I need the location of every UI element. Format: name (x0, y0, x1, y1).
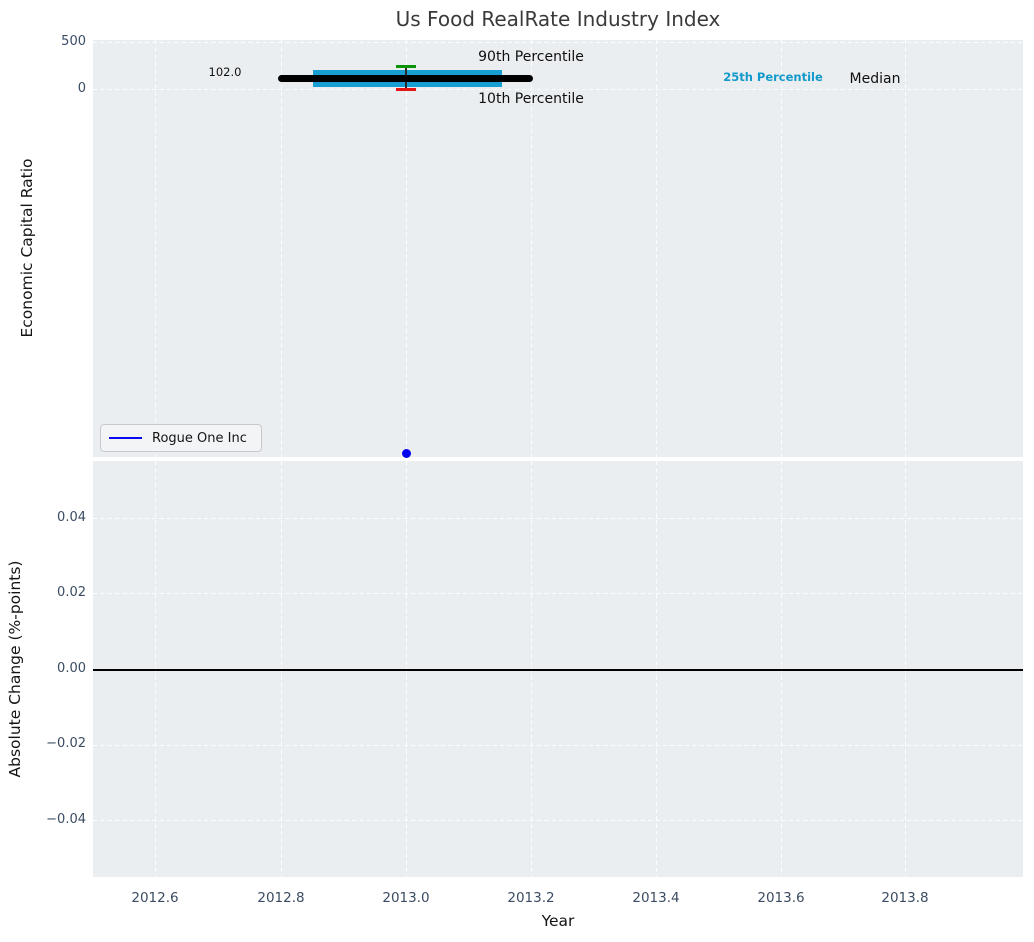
data-point-rogue-one (401, 448, 411, 458)
bottom-plot-area (93, 461, 1023, 877)
median-line (278, 75, 533, 82)
x-tick: 2012.6 (131, 890, 179, 906)
x-tick: 2013.2 (507, 890, 555, 906)
legend-box: Rogue One Inc (100, 424, 262, 452)
gridline (155, 40, 157, 457)
x-tick: 2013.6 (757, 890, 805, 906)
gridline (781, 40, 783, 457)
gridline (905, 40, 907, 457)
gridline (93, 820, 1023, 822)
bottom-y-tick: 0.04 (57, 510, 86, 525)
legend-line-marker (109, 436, 142, 440)
x-tick: 2013.4 (632, 890, 680, 906)
bottom-y-tick: 0.00 (57, 661, 86, 676)
p10-annotation: 10th Percentile (478, 91, 584, 107)
percentile-10-cap (396, 87, 416, 91)
page-title: Us Food RealRate Industry Index (395, 7, 721, 31)
x-tick: 2012.8 (257, 890, 305, 906)
p25-annotation: 25th Percentile (723, 70, 823, 84)
top-y-axis-label: Economic Capital Ratio (18, 158, 36, 338)
median-value-label: 102.0 (208, 65, 242, 79)
x-axis-label: Year (541, 912, 575, 930)
bottom-y-axis-label: Absolute Change (%-points) (6, 560, 24, 778)
bottom-y-tick: −0.02 (46, 736, 86, 751)
percentile-90-cap (396, 65, 416, 68)
x-tick: 2013.8 (881, 890, 929, 906)
bottom-y-tick: 0.02 (57, 585, 86, 600)
top-y-tick-0: 0 (77, 81, 86, 96)
gridline (656, 40, 658, 457)
gridline (93, 593, 1023, 595)
x-tick: 2013.0 (382, 890, 430, 906)
legend-label: Rogue One Inc (152, 430, 247, 446)
gridline (406, 40, 408, 457)
gridline (93, 744, 1023, 746)
bottom-y-tick: −0.04 (46, 812, 86, 827)
gridline (93, 42, 1023, 44)
gridline (281, 40, 283, 457)
zero-reference-line (93, 669, 1023, 671)
gridline (93, 89, 1023, 91)
p90-annotation: 90th Percentile (478, 49, 584, 65)
top-plot-area: 102.0 90th Percentile 10th Percentile 25… (93, 40, 1023, 458)
gridline (531, 40, 533, 457)
gridline (93, 518, 1023, 520)
median-annotation: Median (849, 71, 901, 87)
top-y-tick-500: 500 (61, 34, 86, 49)
